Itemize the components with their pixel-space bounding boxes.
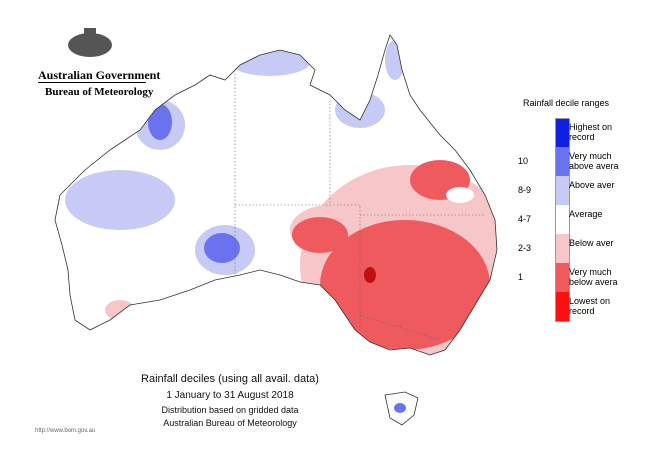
footer-url: http://www.bom.gov.au xyxy=(35,428,96,434)
decile-label: 8-9 xyxy=(518,185,532,195)
legend-row: 10 Very much above avera xyxy=(510,147,650,176)
legend-swatch xyxy=(555,147,570,176)
decile-label: 4-7 xyxy=(518,214,532,224)
agency: Australian Government xyxy=(38,68,161,82)
legend-swatch xyxy=(555,118,570,148)
legend-label: Average xyxy=(569,209,603,219)
coat-of-arms xyxy=(68,28,112,57)
legend-label: Very much above avera xyxy=(569,151,619,171)
decile-label: 1 xyxy=(518,272,524,282)
decile-label: 10 xyxy=(518,156,529,166)
legend-label: Below aver xyxy=(569,238,614,248)
caption-source: Australian Bureau of Meteorology xyxy=(163,418,297,428)
legend-label: Above aver xyxy=(569,180,615,190)
bureau: Bureau of Meteorology xyxy=(45,86,154,98)
legend-row: Highest on record xyxy=(510,118,650,148)
caption-period: 1 January to 31 August 2018 xyxy=(166,390,294,401)
legend-row: 4-7 Average xyxy=(510,205,650,234)
legend-swatch xyxy=(555,205,570,234)
caption-note: Distribution based on gridded data xyxy=(161,405,299,415)
legend-title: Rainfall decile ranges xyxy=(523,98,610,108)
decile-label: 2-3 xyxy=(518,243,532,253)
legend-row: 2-3 Below aver xyxy=(510,234,650,263)
legend-label: Highest on record xyxy=(569,122,613,142)
legend-swatch xyxy=(555,263,570,292)
state-borders xyxy=(234,70,485,341)
legend-row: Lowest on record xyxy=(510,292,650,322)
legend-row: 1 Very much below avera xyxy=(510,263,650,292)
legend-label: Lowest on record xyxy=(569,296,611,316)
legend-swatch xyxy=(555,234,570,263)
legend-swatch xyxy=(555,292,570,322)
legend-row: 8-9 Above aver xyxy=(510,176,650,205)
header-rule xyxy=(38,82,146,83)
legend-swatch xyxy=(555,176,570,205)
legend-label: Very much below avera xyxy=(569,267,618,287)
caption-title: Rainfall deciles (using all avail. data) xyxy=(141,373,319,385)
